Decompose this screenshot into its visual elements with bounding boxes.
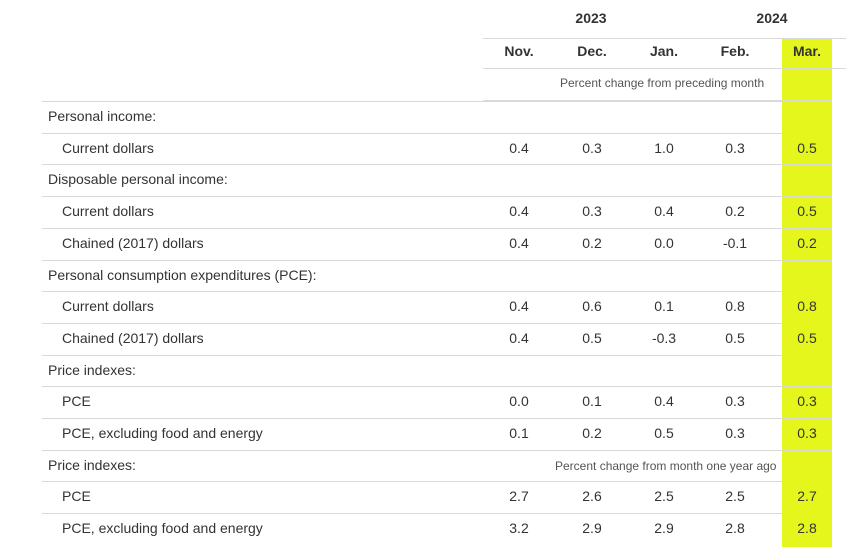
table-cell: 2.9 — [654, 520, 674, 536]
row-label: Current dollars — [62, 298, 154, 314]
row-rule — [42, 196, 832, 197]
table-cell: 0.2 — [582, 235, 602, 251]
table-cell: 0.0 — [509, 393, 529, 409]
table-cell: 0.5 — [725, 330, 745, 346]
table-cell: 0.3 — [725, 425, 745, 441]
row-rule — [42, 133, 832, 134]
section-label: Personal consumption expenditures (PCE): — [48, 267, 317, 283]
row-rule — [42, 450, 832, 451]
table-cell: 0.3 — [797, 393, 817, 409]
table-cell: 0.4 — [509, 330, 529, 346]
table-cell: 1.0 — [654, 140, 674, 156]
table-cell: 2.7 — [509, 488, 529, 504]
section-label: Disposable personal income: — [48, 171, 228, 187]
table-cell: 2.5 — [654, 488, 674, 504]
table-cell: 0.1 — [582, 393, 602, 409]
table-cell: 0.8 — [797, 298, 817, 314]
table-cell: 0.5 — [797, 140, 817, 156]
row-rule — [42, 513, 832, 514]
section-label: Price indexes: — [48, 457, 136, 473]
current-month-highlight — [782, 38, 832, 547]
table-cell: -0.3 — [651, 330, 677, 346]
table-cell: 2.9 — [582, 520, 602, 536]
month-nov-heading: Nov. — [504, 43, 534, 59]
month-rule — [483, 68, 846, 69]
table-cell: 2.7 — [797, 488, 817, 504]
table-cell: 0.4 — [509, 203, 529, 219]
row-rule — [42, 418, 832, 419]
table-cell: 0.4 — [509, 298, 529, 314]
table-cell: 0.6 — [582, 298, 602, 314]
row-label: Chained (2017) dollars — [62, 235, 204, 251]
row-label: PCE — [62, 488, 91, 504]
row-label: Current dollars — [62, 203, 154, 219]
table-cell: 0.3 — [797, 425, 817, 441]
table-cell: 0.2 — [582, 425, 602, 441]
row-rule — [42, 260, 832, 261]
row-label: PCE — [62, 393, 91, 409]
table-cell: 0.3 — [725, 393, 745, 409]
table-cell: 0.1 — [654, 298, 674, 314]
row-label: Chained (2017) dollars — [62, 330, 204, 346]
section-note: Percent change from month one year ago — [555, 459, 777, 473]
table-cell: 0.3 — [582, 140, 602, 156]
header-rule — [483, 38, 846, 39]
row-rule — [42, 228, 832, 229]
row-label: PCE, excluding food and energy — [62, 425, 263, 441]
subheader-note: Percent change from preceding month — [560, 76, 765, 90]
year-2024-heading: 2024 — [756, 10, 788, 26]
table-cell: 0.4 — [654, 203, 674, 219]
table-cell: 0.1 — [509, 425, 529, 441]
table-cell: 0.5 — [654, 425, 674, 441]
table-cell: 0.5 — [797, 203, 817, 219]
table-cell: 0.4 — [509, 140, 529, 156]
section-label: Personal income: — [48, 108, 157, 124]
month-dec-heading: Dec. — [577, 43, 607, 59]
subheader-rule — [483, 100, 832, 101]
table-cell: 2.6 — [582, 488, 602, 504]
row-rule — [42, 164, 832, 165]
year-2023-heading: 2023 — [575, 10, 607, 26]
section-label: Price indexes: — [48, 362, 136, 378]
table-cell: 0.4 — [654, 393, 674, 409]
row-rule — [42, 101, 832, 102]
month-feb-heading: Feb. — [720, 43, 750, 59]
table-cell: 0.5 — [582, 330, 602, 346]
table-cell: 2.8 — [797, 520, 817, 536]
row-rule — [42, 291, 832, 292]
month-jan-heading: Jan. — [649, 43, 678, 59]
table-cell: 0.2 — [797, 235, 817, 251]
table-cell: 0.0 — [654, 235, 674, 251]
table-cell: 2.5 — [725, 488, 745, 504]
table-cell: 2.8 — [725, 520, 745, 536]
table-cell: 0.8 — [725, 298, 745, 314]
table-cell: 0.4 — [509, 235, 529, 251]
row-rule — [42, 481, 832, 482]
table-cell: 0.3 — [582, 203, 602, 219]
row-rule — [42, 323, 832, 324]
month-mar-heading: Mar. — [792, 43, 821, 59]
row-rule — [42, 355, 832, 356]
table-cell: 0.5 — [797, 330, 817, 346]
row-label: Current dollars — [62, 140, 154, 156]
table-cell: 3.2 — [509, 520, 529, 536]
table-cell: -0.1 — [722, 235, 748, 251]
table-cell: 0.2 — [725, 203, 745, 219]
table-cell: 0.3 — [725, 140, 745, 156]
row-label: PCE, excluding food and energy — [62, 520, 263, 536]
row-rule — [42, 386, 832, 387]
